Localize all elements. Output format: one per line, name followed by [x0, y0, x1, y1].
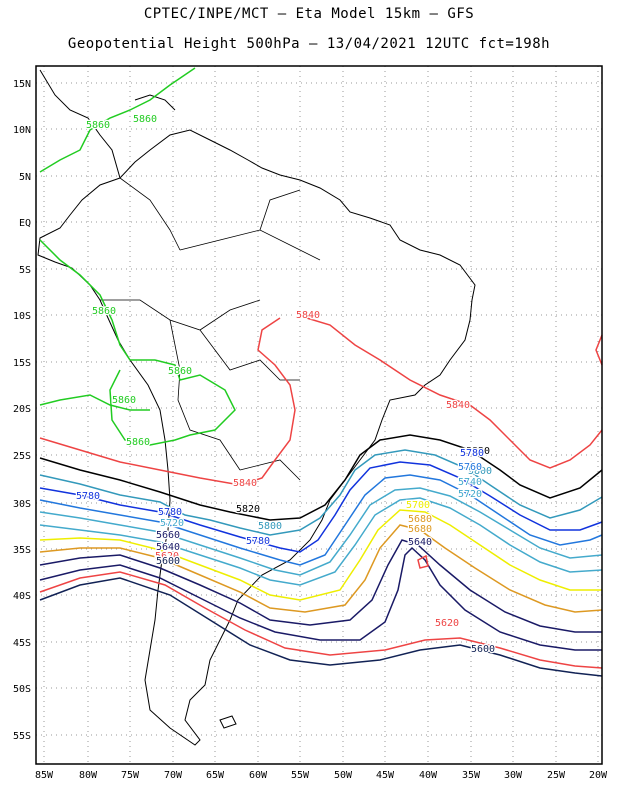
contour-5700: [39, 509, 602, 601]
lon-tick-label: 20W: [589, 770, 608, 781]
contour-5840: [299, 315, 603, 469]
lat-tick-label: 30S: [13, 499, 31, 510]
contour-label: 5860: [133, 114, 157, 125]
contour-label: 5840: [233, 478, 257, 489]
contour-5860: [39, 394, 150, 411]
lat-lon-grid: [36, 66, 602, 764]
contour-label: 5860: [92, 306, 116, 317]
lon-tick-label: 55W: [291, 770, 310, 781]
contour-5780: [39, 461, 603, 553]
caribbean-coast: [134, 94, 176, 111]
contour-label: 5840: [296, 310, 320, 321]
contour-label: 5780: [158, 507, 182, 518]
contour-5760: [39, 474, 603, 566]
contour-label: 5860: [86, 120, 110, 131]
contour-lines: [39, 67, 603, 677]
lon-tick-label: 70W: [164, 770, 183, 781]
lon-tick-label: 50W: [334, 770, 353, 781]
lat-tick-label: 25S: [13, 451, 31, 462]
contour-5800: [39, 449, 603, 536]
map-frame: [35, 65, 603, 765]
contour-5640: [39, 546, 602, 651]
lon-tick-label: 25W: [547, 770, 566, 781]
lon-tick-label: 30W: [504, 770, 523, 781]
contour-5600: [39, 577, 603, 677]
lat-tick-label: 35S: [13, 545, 31, 556]
chart-title: CPTEC/INPE/MCT – Eta Model 15km – GFS: [143, 6, 475, 22]
lat-tick-label: 15S: [13, 358, 31, 369]
contour-5820: [39, 434, 603, 521]
contour-5840: [595, 334, 603, 366]
contour-label: 5840: [446, 400, 470, 411]
contour-label: 5700: [406, 500, 430, 511]
lat-tick-label: 10N: [13, 125, 31, 136]
contour-label: 5820: [236, 504, 260, 515]
contour-label: 5860: [112, 395, 136, 406]
contour-label: 5780: [246, 536, 270, 547]
falklands: [219, 715, 237, 729]
contour-5720: [39, 497, 603, 586]
contour-label: 5720: [458, 489, 482, 500]
chart-subtitle: Geopotential Height 500hPa – 13/04/2021 …: [67, 36, 551, 52]
lat-tick-label: 10S: [13, 311, 31, 322]
contour-label: 5760: [458, 462, 482, 473]
contour-label: 5680: [408, 514, 432, 525]
lon-tick-label: 85W: [35, 770, 54, 781]
contour-label: 5640: [408, 537, 432, 548]
lat-tick-label: EQ: [19, 218, 31, 229]
contour-5680: [39, 524, 603, 613]
contour-label: 5820: [466, 446, 490, 457]
contour-5860: [39, 67, 196, 173]
contour-label: 5600: [471, 644, 495, 655]
contour-label: 5680: [408, 524, 432, 535]
contour-label: 5600: [156, 556, 180, 567]
axis-tick-labels: 15N 10N 5N EQ 5S 10S 15S 20S 25S 30S 35S 40S 45S 50S 5…: [13, 79, 608, 781]
contour-5860: [39, 239, 236, 446]
contour-label: 5860: [126, 437, 150, 448]
lon-tick-label: 35W: [462, 770, 481, 781]
lat-tick-label: 5S: [19, 265, 31, 276]
central-america-coast: [39, 69, 121, 179]
contour-label: 5620: [155, 551, 179, 562]
lat-tick-label: 40S: [13, 591, 31, 602]
contour-5660: [39, 539, 602, 633]
lat-tick-label: 5N: [19, 172, 31, 183]
contour-label: 5800: [468, 466, 492, 477]
lon-tick-label: 40W: [419, 770, 438, 781]
lat-tick-label: 50S: [13, 684, 31, 695]
lat-tick-label: 45S: [13, 638, 31, 649]
contour-label: 5800: [258, 521, 282, 532]
contour-labels: 5860 5860 5860 5860 5860 5860 5840 5840 5840 5820…: [75, 113, 497, 657]
contour-5740: [39, 487, 603, 576]
contour-5620: [39, 571, 603, 669]
contour-label: 5640: [156, 542, 180, 553]
contour-label: 5860: [168, 366, 192, 377]
country-borders: [100, 177, 321, 481]
contour-label: 5740: [458, 477, 482, 488]
contour-5840: [39, 317, 296, 486]
contour-label: 5620: [435, 618, 459, 629]
lon-tick-label: 65W: [206, 770, 225, 781]
lon-tick-label: 45W: [376, 770, 395, 781]
contour-5620: [417, 554, 429, 569]
contour-label: 5780: [460, 448, 484, 459]
lat-tick-label: 55S: [13, 731, 31, 742]
contour-label: 5780: [76, 491, 100, 502]
lon-tick-label: 75W: [121, 770, 140, 781]
lat-tick-label: 15N: [13, 79, 31, 90]
contour-label: 5660: [156, 530, 180, 541]
lat-tick-label: 20S: [13, 404, 31, 415]
contour-label: 5720: [160, 518, 184, 529]
lon-tick-label: 60W: [249, 770, 268, 781]
lon-tick-label: 80W: [79, 770, 98, 781]
